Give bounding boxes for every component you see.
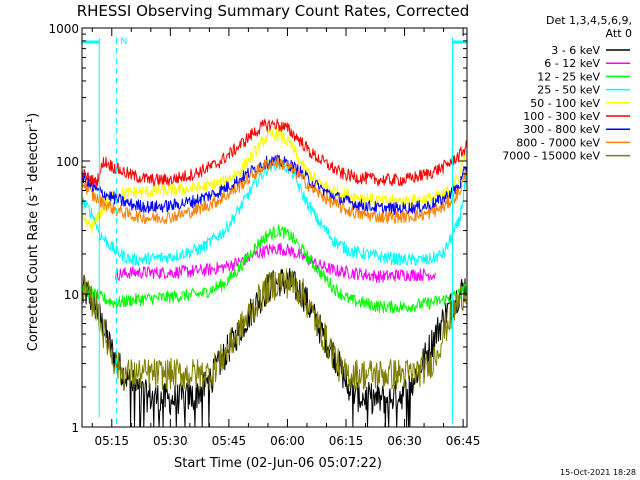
y-axis-label-end: ): [26, 113, 41, 118]
legend-item-label: 800 - 7000 keV: [516, 136, 600, 149]
legend-item-label: 7000 - 15000 keV: [502, 150, 600, 163]
axis-layer: 05:15 05:30 05:45 06:00 06:15 06:30 06:45 1 10 10…: [48, 22, 480, 448]
x-tick-label: 05:15: [94, 434, 129, 448]
y-tick-label: 1: [71, 421, 79, 435]
x-axis-label: Start Time (02-Jun-06 05:07:22): [174, 456, 382, 471]
legend-header-detectors: Det 1,3,4,5,6,9,: [546, 14, 632, 27]
legend-item-label: 25 - 50 keV: [537, 84, 600, 97]
legend-item-label: 50 - 100 keV: [530, 97, 600, 110]
x-tick-label: 06:45: [446, 434, 481, 448]
footer-date: 15-Oct-2021 18:28: [560, 468, 636, 477]
x-tick-label: 05:30: [153, 434, 188, 448]
x-tick-label: 06:00: [270, 434, 305, 448]
series-line-7000-15000-kev: [81, 268, 467, 391]
plot-frame: [81, 27, 468, 428]
y-axis-label-mid: detector: [26, 126, 41, 186]
series-line-100-300-kev: [81, 118, 467, 190]
legend-header-attenuator: Att 0: [606, 27, 632, 40]
series-line-800-7000-kev: [81, 156, 467, 225]
legend-item-label: 6 - 12 keV: [544, 57, 600, 70]
legend-item-label: 100 - 300 keV: [523, 110, 600, 123]
legend-item-label: 12 - 25 keV: [537, 70, 600, 83]
y-tick-label: 100: [56, 155, 79, 169]
y-tick-label: 10: [64, 288, 79, 302]
y-axis-label-main: Corrected Count Rate (s: [26, 195, 41, 352]
y-axis-label-sup2: -1: [25, 118, 35, 127]
series-line-12-25-kev: [81, 224, 467, 314]
legend-item-label: 3 - 6 keV: [551, 44, 600, 57]
y-axis-label: Corrected Count Rate (s-1 detector-1): [25, 113, 41, 351]
x-tick-label: 05:45: [212, 434, 247, 448]
series-layer: [81, 118, 467, 428]
overlay-layer: N: [82, 37, 467, 427]
x-tick-label: 06:15: [329, 434, 364, 448]
chart-title: RHESSI Observing Summary Count Rates, Co…: [77, 2, 470, 20]
y-axis-label-sup1: -1: [25, 186, 35, 195]
series-line-6-12-kev: [115, 242, 436, 284]
x-tick-label: 06:30: [387, 434, 422, 448]
saa-label: N: [120, 37, 127, 47]
y-tick-label: 1000: [48, 22, 79, 36]
legend-item-label: 300 - 800 keV: [523, 123, 600, 136]
series-line-50-100-kev: [81, 127, 467, 234]
